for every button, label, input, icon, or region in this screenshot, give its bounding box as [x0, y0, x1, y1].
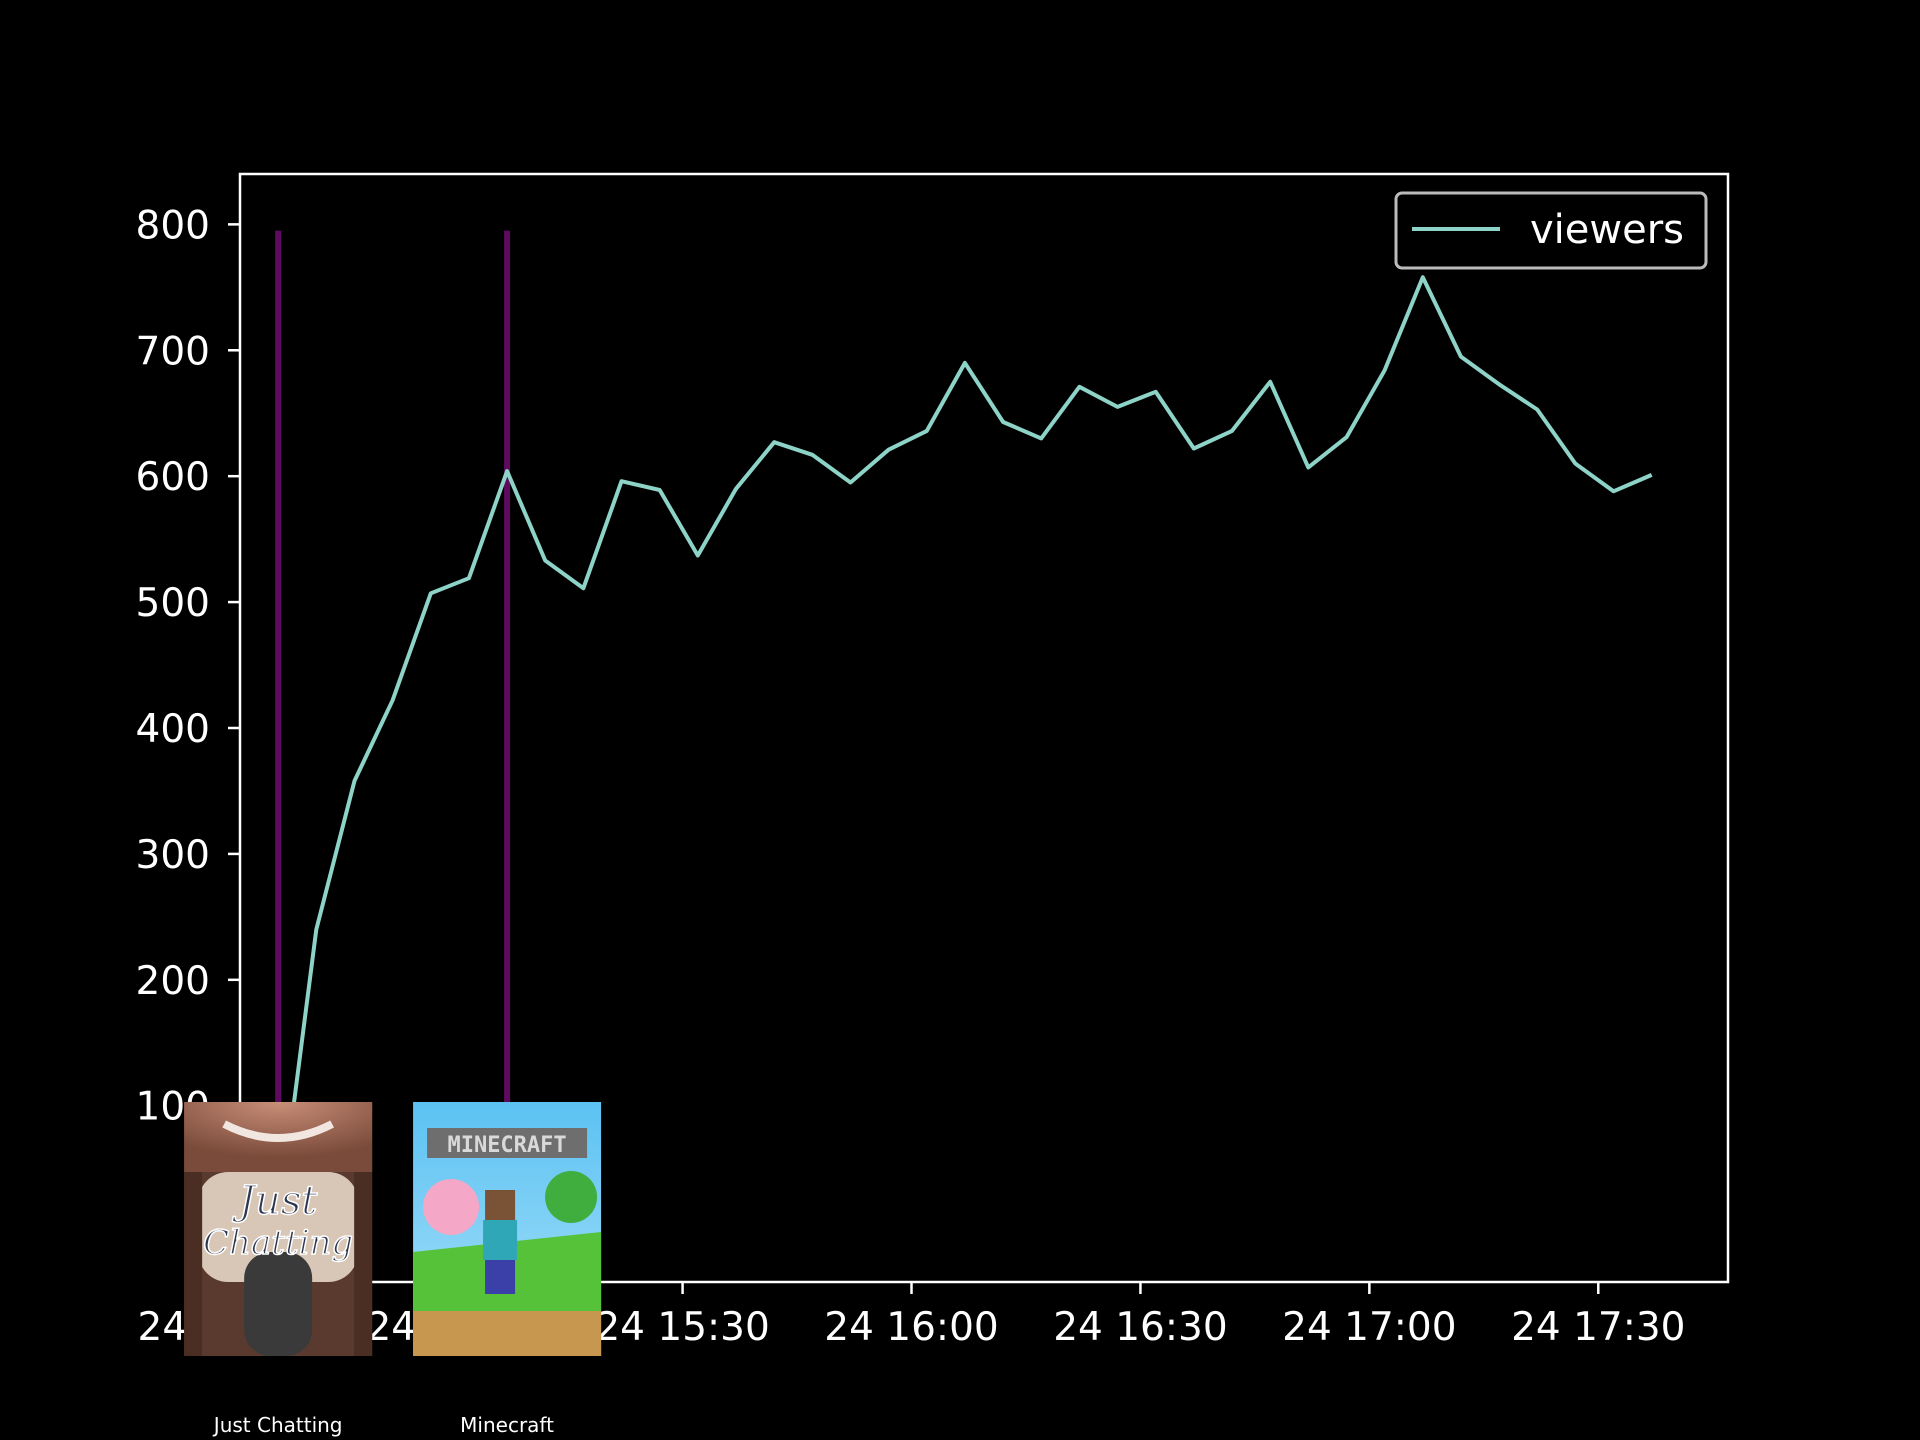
thumb-microphone [244, 1252, 313, 1356]
thumb-logo-text: Chatting [203, 1223, 353, 1263]
thumb-mug [198, 1172, 359, 1282]
series-line-viewers [276, 275, 1653, 1226]
thumb-steve-legs [485, 1260, 516, 1294]
thumb-hair-left [184, 1172, 203, 1356]
x-tick-label: 24 17:30 [1511, 1305, 1685, 1350]
thumb-steve-head [485, 1190, 516, 1220]
x-tick-label: 24 16:30 [1053, 1305, 1227, 1350]
y-tick-label: 200 [136, 959, 210, 1004]
thumb-cherry-tree [423, 1179, 480, 1235]
thumb-smile [222, 1120, 334, 1142]
y-tick-label: 300 [136, 833, 210, 878]
thumb-logo-text: Just [232, 1178, 318, 1224]
category-thumbnail: MINECRAFT [413, 1102, 602, 1356]
y-tick-label: 600 [136, 455, 210, 500]
category-label: Minecraft [460, 1413, 554, 1437]
y-tick-label: 800 [136, 203, 210, 248]
thumb-hair-right [354, 1172, 373, 1356]
x-tick-label: 24 16:00 [824, 1305, 998, 1350]
x-tick-label: 24 17:00 [1282, 1305, 1456, 1350]
legend-label-viewers: viewers [1530, 207, 1684, 253]
y-tick-label: 700 [136, 329, 210, 374]
thumb-logo-text: MINECRAFT [447, 1133, 566, 1158]
x-tick-label: 24 15:30 [595, 1305, 769, 1350]
thumb-steve-body [483, 1220, 518, 1260]
category-label: Just Chatting [212, 1413, 343, 1437]
thumb-logo-bar [427, 1128, 588, 1158]
thumb-tree [545, 1171, 598, 1223]
legend-box [1394, 191, 1708, 270]
y-tick-label: 400 [136, 707, 210, 752]
legend: viewers [1394, 191, 1708, 270]
y-tick-label: 500 [136, 581, 210, 626]
thumb-dirt [413, 1311, 602, 1356]
